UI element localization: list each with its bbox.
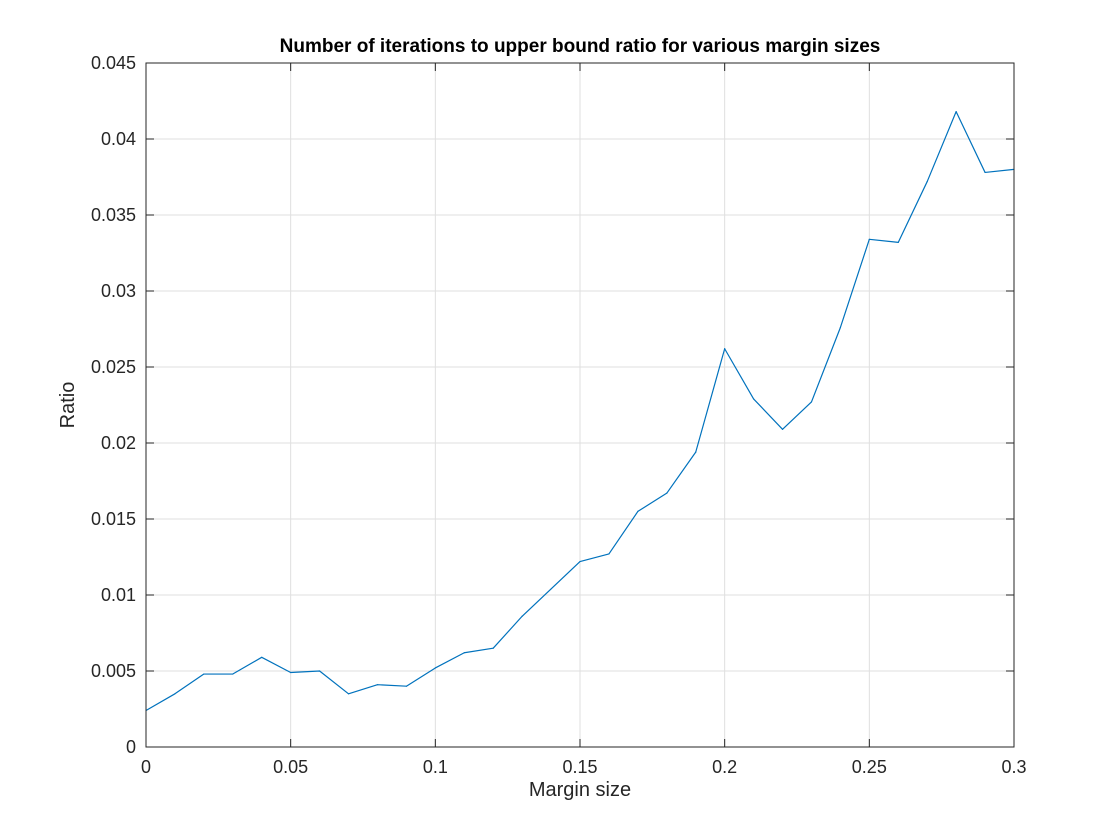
data-point: [174, 693, 176, 695]
y-tick-label: 0: [126, 737, 136, 757]
x-tick-label: 0.05: [273, 757, 308, 777]
data-point: [463, 652, 465, 654]
data-point: [550, 588, 552, 590]
y-tick-label: 0.045: [91, 53, 136, 73]
y-tick-labels: 0 0.005 0.01 0.015 0.02 0.025 0.03 0.035 0.04 0.0…: [91, 53, 136, 757]
x-axis-title: Margin size: [529, 779, 631, 801]
x-tick-label: 0.3: [1001, 757, 1026, 777]
x-tick-label: 0.1: [423, 757, 448, 777]
data-point: [753, 398, 755, 400]
data-point: [405, 685, 407, 687]
data-point: [579, 560, 581, 563]
data-point: [955, 111, 957, 113]
series-layer: [145, 111, 1015, 712]
data-point: [376, 684, 379, 686]
data-point: [781, 428, 784, 430]
y-tick-label: 0.02: [101, 433, 136, 453]
data-point: [290, 671, 292, 674]
y-tick-label: 0.03: [101, 281, 136, 301]
y-tick-label: 0.035: [91, 205, 136, 225]
data-point: [232, 673, 234, 675]
grid-lines: [146, 63, 1014, 747]
y-tick-label: 0.01: [101, 585, 136, 605]
data-point: [666, 492, 668, 494]
data-point: [897, 241, 899, 243]
data-point: [347, 693, 350, 695]
data-point: [695, 451, 697, 453]
data-point: [203, 673, 205, 675]
data-point: [521, 615, 523, 617]
data-point: [868, 238, 870, 240]
data-point: [984, 171, 986, 174]
y-tick-label: 0.015: [91, 509, 136, 529]
x-tick-label: 0: [141, 757, 151, 777]
data-point: [492, 647, 494, 649]
x-tick-label: 0.25: [852, 757, 887, 777]
data-point: [839, 326, 842, 329]
data-point: [926, 180, 928, 183]
data-point: [724, 348, 726, 350]
data-point: [434, 667, 436, 669]
y-tick-label: 0.04: [101, 129, 136, 149]
data-point: [608, 553, 610, 555]
tick-marks: [145, 62, 1015, 748]
y-tick-label: 0.025: [91, 357, 136, 377]
chart-title: Number of iterations to upper bound rati…: [280, 36, 881, 57]
data-point: [319, 670, 321, 672]
data-point: [261, 656, 263, 658]
y-tick-label: 0.005: [91, 661, 136, 681]
x-tick-label: 0.15: [562, 757, 597, 777]
x-tick-labels: 0 0.05 0.1 0.15 0.2 0.25 0.3: [141, 757, 1027, 777]
y-axis-title: Ratio: [57, 382, 79, 429]
data-point: [810, 401, 813, 403]
x-tick-label: 0.2: [712, 757, 737, 777]
data-point: [637, 510, 639, 512]
